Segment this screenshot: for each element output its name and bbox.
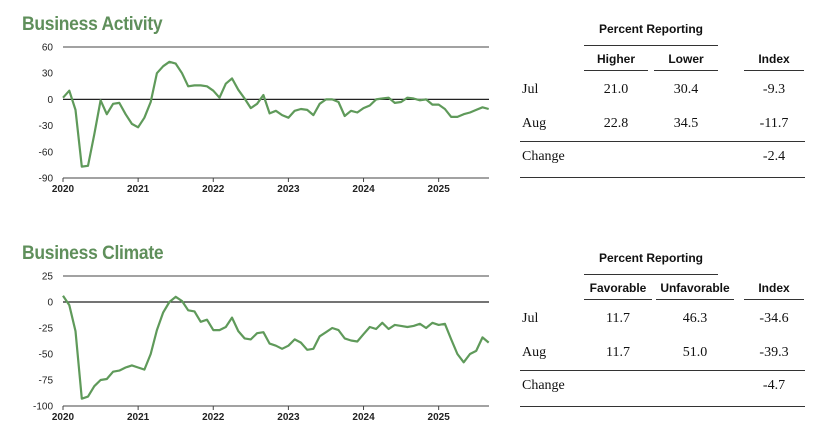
x-tick-label: 2022 bbox=[202, 412, 225, 423]
cell-jul-higher: 21.0 bbox=[603, 82, 629, 97]
business-activity-section: Business Activity 60 30 0 -30 -60 -90 2020 2021… bbox=[0, 0, 829, 210]
row-label-change: Change bbox=[522, 378, 565, 393]
row-label-jul: Jul bbox=[522, 82, 539, 97]
row-label-aug: Aug bbox=[522, 345, 547, 360]
cell-aug-higher: 22.8 bbox=[603, 116, 629, 131]
column-header-lower: Lower bbox=[668, 52, 704, 66]
y-tick-label: -75 bbox=[39, 376, 54, 387]
series-line bbox=[62, 295, 490, 400]
y-tick-label: 25 bbox=[42, 272, 54, 283]
cell-change-index: -4.7 bbox=[762, 378, 786, 393]
y-tick-label: 30 bbox=[42, 69, 54, 80]
x-tick-label: 2023 bbox=[277, 412, 300, 423]
column-header-unfavorable: Unfavorable bbox=[660, 281, 730, 295]
y-tick-label: -25 bbox=[39, 324, 54, 335]
y-tick-label: 60 bbox=[42, 43, 54, 54]
x-tick-label: 2020 bbox=[52, 184, 75, 195]
x-tick-label: 2024 bbox=[352, 184, 375, 195]
cell-aug-lower: 34.5 bbox=[673, 116, 699, 131]
cell-aug-index: -11.7 bbox=[759, 116, 789, 131]
cell-aug-unfavorable: 51.0 bbox=[682, 345, 708, 360]
y-tick-label: -50 bbox=[39, 350, 54, 361]
y-tick-label: 0 bbox=[47, 298, 53, 309]
cell-aug-favorable: 11.7 bbox=[606, 345, 630, 360]
x-tick-label: 2023 bbox=[277, 184, 300, 195]
y-tick-label: -100 bbox=[33, 402, 53, 413]
x-tick-label: 2021 bbox=[127, 184, 150, 195]
cell-jul-index: -9.3 bbox=[762, 82, 786, 97]
series-line bbox=[62, 60, 489, 168]
business-climate-section: Business Climate 25 0 -25 -50 -75 -100 2020 202… bbox=[0, 229, 829, 441]
x-tick-label: 2024 bbox=[352, 412, 375, 423]
table-group-header: Percent Reporting bbox=[598, 22, 703, 36]
column-header-index: Index bbox=[758, 52, 790, 66]
y-tick-label: -90 bbox=[39, 174, 54, 185]
cell-jul-unfavorable: 46.3 bbox=[682, 311, 708, 326]
table-group-header: Percent Reporting bbox=[598, 251, 703, 265]
row-label-change: Change bbox=[522, 149, 565, 164]
business-activity-title: Business Activity bbox=[22, 14, 163, 35]
x-tick-label: 2025 bbox=[428, 412, 451, 423]
row-label-jul: Jul bbox=[522, 311, 539, 326]
x-tick-label: 2020 bbox=[52, 412, 75, 423]
column-header-higher: Higher bbox=[596, 52, 635, 66]
x-tick-label: 2021 bbox=[127, 412, 150, 423]
cell-aug-index: -39.3 bbox=[759, 345, 789, 360]
cell-jul-favorable: 11.7 bbox=[606, 311, 630, 326]
x-tick-label: 2022 bbox=[202, 184, 225, 195]
y-tick-label: -60 bbox=[39, 147, 54, 158]
column-header-index: Index bbox=[758, 281, 790, 295]
cell-jul-lower: 30.4 bbox=[673, 82, 699, 97]
x-tick-label: 2025 bbox=[428, 184, 451, 195]
cell-jul-index: -34.6 bbox=[759, 311, 789, 326]
column-header-favorable: Favorable bbox=[589, 281, 647, 295]
y-tick-label: 0 bbox=[47, 95, 53, 106]
y-tick-label: -30 bbox=[39, 121, 54, 132]
business-climate-title: Business Climate bbox=[22, 243, 164, 264]
cell-change-index: -2.4 bbox=[762, 149, 786, 164]
row-label-aug: Aug bbox=[522, 116, 547, 131]
